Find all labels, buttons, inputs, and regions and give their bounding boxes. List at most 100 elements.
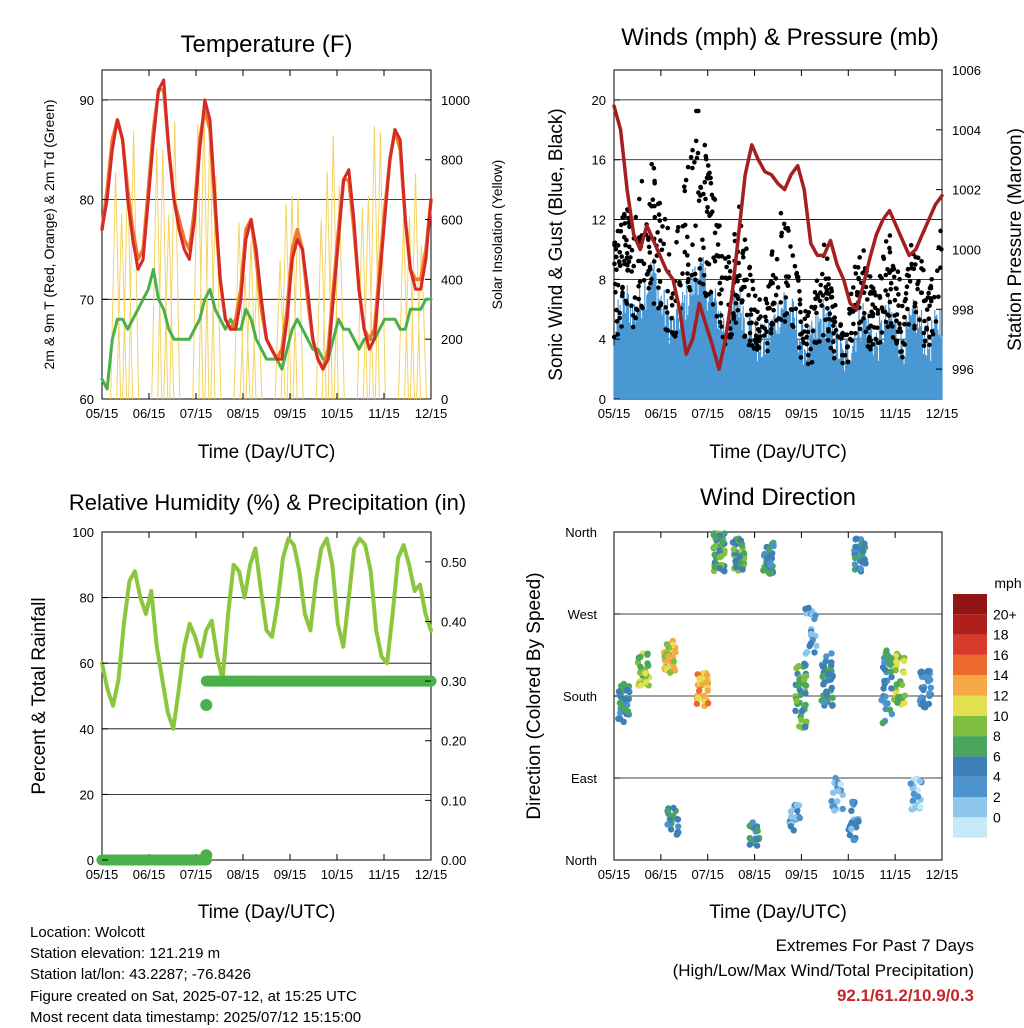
- gust-point: [744, 277, 749, 283]
- gust-point: [938, 228, 943, 234]
- y2-tick-label: 0.40: [441, 614, 466, 629]
- direction-point: [922, 674, 929, 681]
- direction-point: [667, 826, 675, 833]
- gust-point: [820, 271, 825, 277]
- legend-swatch: [953, 614, 987, 635]
- gust-point: [785, 283, 791, 288]
- direction-point: [927, 684, 934, 691]
- direction-point: [765, 546, 772, 553]
- gust-point: [693, 223, 698, 229]
- gust-point: [624, 301, 630, 307]
- direction-point: [788, 813, 795, 820]
- gust-point: [788, 307, 794, 312]
- direction-point: [901, 692, 908, 699]
- direction-point: [820, 672, 827, 679]
- gust-point: [862, 311, 867, 316]
- gust-point: [927, 303, 932, 309]
- gust-point: [690, 147, 695, 153]
- gust-point: [757, 297, 762, 302]
- gust-point: [904, 284, 910, 290]
- gust-point: [619, 293, 625, 299]
- gust-point: [773, 292, 779, 298]
- y-tick-label: 60: [80, 392, 94, 407]
- gust-point: [772, 300, 777, 306]
- gust-point: [900, 355, 905, 360]
- gust-point: [755, 327, 761, 332]
- gust-point: [680, 271, 685, 276]
- gust-point: [637, 196, 642, 202]
- speed-legend: mph 0 2 4 6 8 10 12 14 16 18 20+: [953, 575, 1022, 838]
- gust-point: [703, 196, 708, 202]
- latlon-text: Station lat/lon: 43.2287; -76.8426: [30, 966, 252, 984]
- y2-tick-label: 1000: [441, 93, 470, 108]
- direction-point: [670, 664, 677, 671]
- x-tick-label: 11/15: [368, 867, 400, 882]
- direction-point: [802, 661, 809, 669]
- gust-point: [625, 268, 630, 273]
- gust-point: [831, 331, 836, 336]
- direction-point: [675, 823, 682, 830]
- gust-point: [866, 325, 871, 331]
- x-tick-label: 09/15: [785, 867, 818, 882]
- gust-point: [703, 293, 709, 299]
- gust-point: [612, 242, 617, 248]
- gust-point: [858, 319, 864, 324]
- gust-point: [826, 276, 831, 281]
- legend-swatch: [953, 715, 987, 737]
- gust-point: [692, 160, 697, 165]
- gust-point: [655, 230, 660, 235]
- direction-point: [823, 653, 830, 660]
- direction-point: [828, 650, 835, 657]
- gust-point: [905, 266, 911, 272]
- gust-point: [646, 237, 651, 243]
- direction-point: [718, 553, 725, 560]
- direction-point: [846, 832, 854, 839]
- gust-point: [826, 291, 832, 297]
- gust-point: [623, 242, 628, 248]
- gust-point: [630, 313, 636, 318]
- gust-point: [896, 303, 901, 308]
- gust-point: [689, 272, 695, 278]
- gust-point: [771, 307, 776, 313]
- gust-point: [902, 314, 907, 320]
- gust-point: [817, 298, 823, 304]
- gust-point: [806, 352, 811, 358]
- y2-tick-label: 1006: [952, 63, 981, 78]
- y-tick-label: North: [565, 525, 597, 540]
- y-tick-label: 4: [599, 332, 606, 347]
- gust-point: [872, 305, 878, 311]
- legend-swatch: [953, 776, 987, 797]
- x-tick-label: 11/15: [879, 867, 911, 882]
- y-tick-label: 100: [72, 525, 94, 540]
- direction-point: [666, 669, 674, 676]
- direction-point: [812, 612, 819, 619]
- gust-point: [698, 193, 703, 198]
- x-tick-label: 11/15: [879, 406, 911, 421]
- gust-point: [652, 181, 657, 186]
- gust-point: [733, 301, 739, 306]
- direction-point: [834, 798, 841, 805]
- gust-point: [831, 323, 836, 328]
- x-tick-label: 05/15: [598, 867, 631, 882]
- gust-point: [626, 244, 632, 250]
- gust-point: [697, 280, 702, 285]
- gust-point: [685, 253, 690, 258]
- direction-point: [749, 819, 756, 826]
- direction-point: [917, 669, 924, 676]
- direction-point: [855, 818, 862, 825]
- gust-point: [898, 349, 903, 355]
- x-axis-label: Time (Day/UTC): [709, 902, 847, 923]
- gust-point: [768, 326, 774, 332]
- gust-point: [617, 249, 622, 255]
- gust-point: [719, 287, 724, 293]
- gust-point: [797, 302, 803, 307]
- gust-point: [741, 254, 746, 260]
- gust-point: [717, 292, 722, 297]
- direction-point: [887, 668, 894, 675]
- direction-point: [644, 660, 651, 667]
- direction-point: [828, 702, 836, 709]
- gust-point: [788, 244, 793, 249]
- gust-point: [779, 233, 784, 239]
- gust-point: [615, 228, 621, 234]
- precip-point: [200, 698, 213, 711]
